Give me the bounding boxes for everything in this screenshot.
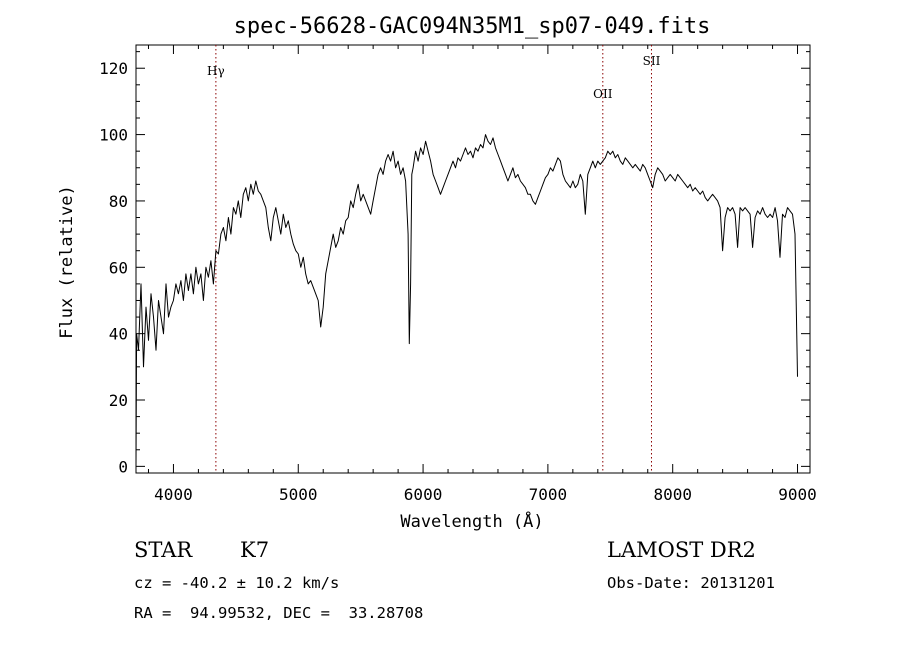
redshift-text: cz = -40.2 ± 10.2 km/s: [134, 574, 340, 592]
y-tick-label: 60: [109, 258, 128, 277]
x-tick-label: 7000: [529, 485, 568, 504]
spectral-line-label: OII: [593, 87, 613, 101]
y-tick-label: 80: [109, 192, 128, 211]
subclass-label: K7: [240, 538, 270, 562]
chart-title: spec-56628-GAC094N35M1_sp07-049.fits: [234, 14, 711, 39]
y-axis-ticks: 0 20 40 60 80 100 120: [99, 51, 810, 476]
plot-frame: [135, 44, 811, 474]
x-tick-label: 6000: [404, 485, 443, 504]
x-tick-label: 5000: [279, 485, 318, 504]
spectral-lines: Hγ OII SII: [207, 45, 661, 473]
x-tick-label: 4000: [154, 485, 193, 504]
class-label: STAR: [134, 538, 193, 562]
y-tick-label: 120: [99, 59, 128, 78]
obs-date-text: Obs-Date: 20131201: [607, 574, 775, 592]
x-tick-label: 8000: [653, 485, 692, 504]
x-tick-label: 9000: [778, 485, 817, 504]
spectral-line-label: SII: [643, 54, 661, 68]
y-tick-label: 40: [109, 325, 128, 344]
y-axis-label: Flux (relative): [57, 185, 77, 339]
spectral-line-label: Hγ: [207, 64, 225, 78]
spectrum-line: [135, 134, 798, 467]
x-axis-ticks: 4000 5000 6000 7000 8000 9000: [147, 45, 817, 504]
y-tick-label: 0: [118, 457, 128, 476]
coordinates-text: RA = 94.99532, DEC = 33.28708: [134, 604, 424, 622]
y-tick-label: 100: [99, 126, 128, 145]
x-axis-label: Wavelength (Å): [400, 510, 543, 532]
spectrum-series: [135, 134, 798, 467]
survey-label: LAMOST DR2: [607, 538, 756, 562]
y-tick-label: 20: [109, 391, 128, 410]
